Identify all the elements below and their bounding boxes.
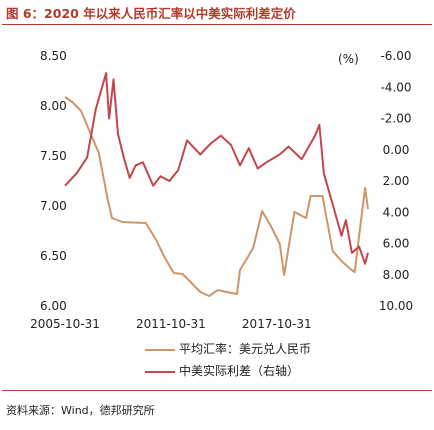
- legend-item-rate-spread: 中美实际利差（右轴）: [145, 362, 299, 379]
- legend-label-exchange-rate: 平均汇率：美元兑人民币: [179, 342, 312, 356]
- x-tick-label: 2005-10-31: [30, 317, 100, 331]
- chart-title: 图 6：2020 年以来人民币汇率以中美实际利差定价: [6, 6, 296, 21]
- legend-item-exchange-rate: 平均汇率：美元兑人民币: [145, 340, 311, 357]
- right-tick-label: 0.00: [383, 143, 410, 157]
- title-rule: [2, 24, 432, 25]
- left-tick-label: 7.50: [40, 149, 67, 163]
- source-note: 资料来源：Wind，德邦研究所: [6, 404, 155, 417]
- right-tick-label: 6.00: [383, 237, 410, 251]
- right-tick-label: -2.00: [380, 112, 411, 126]
- left-tick-label: 6.50: [40, 249, 67, 263]
- x-tick-label: 2017-10-31: [242, 317, 312, 331]
- left-tick-label: 8.00: [40, 99, 67, 113]
- right-axis: -6.00 -4.00 -2.00 0.00 2.00 4.00 6.00 8.00 10.00: [379, 49, 413, 313]
- legend-swatch-rate-spread: [145, 370, 175, 373]
- source-rule: [2, 390, 432, 391]
- right-axis-unit: (%): [338, 52, 359, 66]
- right-tick-label: 4.00: [383, 205, 410, 219]
- right-tick-label: -6.00: [380, 49, 411, 63]
- right-tick-label: 10.00: [379, 299, 413, 313]
- x-axis: 2005-10-31 2011-10-31 2017-10-31: [30, 317, 312, 331]
- series-line-exchange-rate: [64, 96, 369, 297]
- series-line-rate-spread: [64, 72, 369, 265]
- chart-svg: 8.50 8.00 7.50 7.00 6.50 6.00 -6.00 -4.00 -2.00…: [30, 49, 413, 331]
- legend-swatch-exchange-rate: [145, 348, 175, 351]
- right-tick-label: -4.00: [380, 80, 411, 94]
- left-tick-label: 8.50: [40, 49, 67, 63]
- x-tick-label: 2011-10-31: [136, 317, 206, 331]
- left-tick-label: 6.00: [40, 299, 67, 313]
- left-tick-label: 7.00: [40, 199, 67, 213]
- right-tick-label: 2.00: [383, 174, 410, 188]
- right-tick-label: 8.00: [383, 268, 410, 282]
- legend-label-rate-spread: 中美实际利差（右轴）: [179, 364, 300, 378]
- left-axis: 8.50 8.00 7.50 7.00 6.50 6.00: [40, 49, 67, 313]
